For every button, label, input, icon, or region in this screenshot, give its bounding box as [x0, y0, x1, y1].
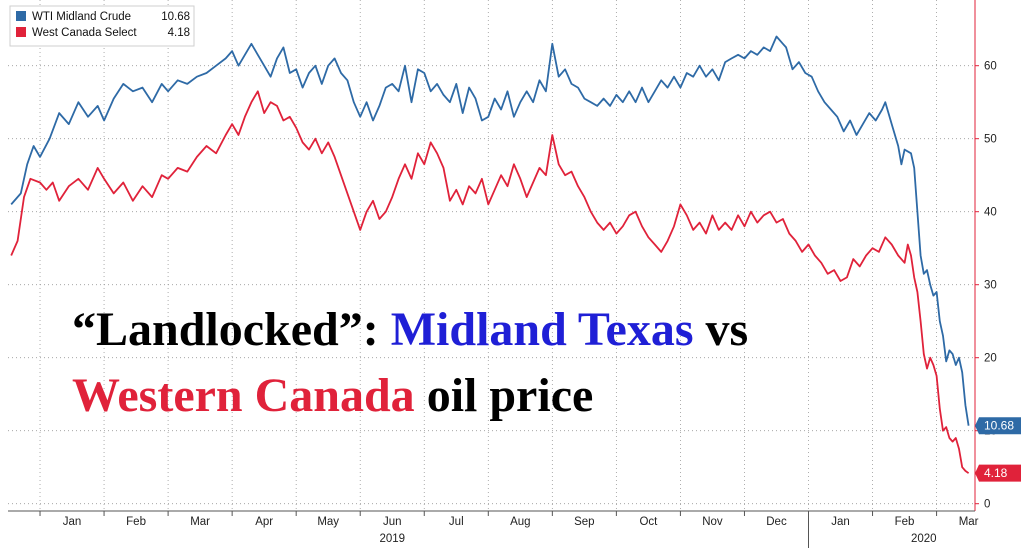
legend-label: WTI Midland Crude — [32, 11, 131, 23]
year-label: 2020 — [911, 533, 937, 545]
x-tick-label: Oct — [639, 516, 658, 528]
y-axis-ticks: 0102030405060 — [975, 61, 997, 511]
x-tick-label: Dec — [766, 516, 787, 528]
title-western-canada: Western Canada — [72, 369, 415, 422]
y-tick-label: 0 — [984, 499, 990, 511]
title-midland-texas: Midland Texas — [390, 303, 694, 356]
x-tick-label: Sep — [574, 516, 594, 528]
legend-swatch — [16, 11, 26, 21]
x-tick-label: Jan — [63, 516, 82, 528]
x-tick-label: Jun — [383, 516, 402, 528]
chart-series — [10, 35, 970, 474]
y-tick-label: 60 — [984, 61, 997, 73]
year-label: 2019 — [379, 533, 405, 545]
last-value-label: 4.18 — [984, 466, 1008, 480]
y-tick-label: 50 — [984, 134, 997, 146]
chart-grid — [8, 0, 975, 511]
x-tick-label: May — [317, 516, 339, 528]
y-tick-label: 20 — [984, 353, 997, 365]
x-axis-ticks: Jan Feb Mar Apr May Jun Jul Aug Sep Oct Nov Dec Jan F… — [39, 511, 979, 548]
chart-legend: WTI Midland Crude 10.68 West Canada Select… — [9, 5, 195, 47]
y-tick-label: 40 — [984, 207, 997, 219]
title-landlocked: “Landlocked”: — [72, 303, 391, 356]
legend-value: 4.18 — [168, 27, 190, 39]
last-value-badge — [975, 464, 1021, 482]
chart-title-line-1: “Landlocked”: Midland Texas vs — [72, 306, 748, 354]
series-line-wti-midland — [10, 35, 970, 426]
x-tick-label: Mar — [959, 516, 979, 528]
x-tick-label: Feb — [126, 516, 146, 528]
x-tick-label: Apr — [255, 516, 273, 528]
last-value-badges: 10.68 4.18 — [975, 417, 1021, 482]
chart-title-line-2: Western Canada oil price — [72, 372, 593, 420]
last-value-label: 10.68 — [984, 419, 1014, 433]
x-tick-label: Feb — [895, 516, 915, 528]
x-tick-label: Aug — [510, 516, 530, 528]
title-oil-price: oil price — [414, 369, 594, 422]
x-tick-label: Jul — [449, 516, 464, 528]
legend-box — [9, 5, 195, 47]
last-value-badge — [975, 417, 1021, 435]
x-tick-label: Mar — [190, 516, 210, 528]
x-tick-label: Nov — [702, 516, 723, 528]
y-tick-label: 30 — [984, 280, 997, 292]
legend-label: West Canada Select — [32, 27, 137, 39]
legend-swatch — [16, 27, 26, 37]
title-vs: vs — [693, 303, 749, 356]
legend-value: 10.68 — [161, 11, 190, 23]
x-tick-label: Jan — [831, 516, 850, 528]
series-line-west-canada — [10, 90, 970, 474]
